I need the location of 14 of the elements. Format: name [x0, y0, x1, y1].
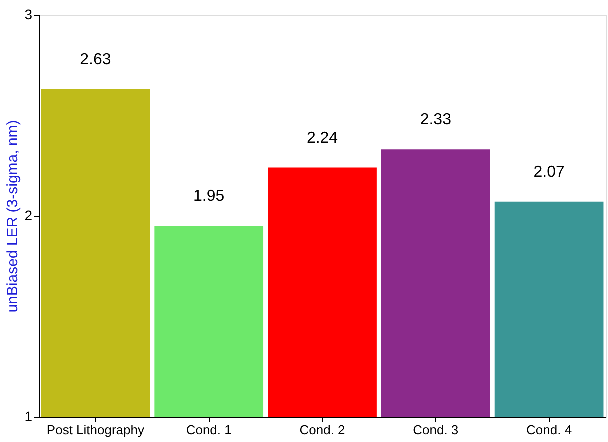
- y-axis-title: unBiased LER (3-sigma, nm): [4, 120, 22, 313]
- data-label: 1.95: [194, 188, 225, 206]
- y-tick-label: 1: [24, 408, 33, 424]
- y-tick-label: 2: [24, 208, 33, 224]
- x-tick-label: Post Lithography: [46, 422, 145, 438]
- x-tick-label: Cond. 3: [413, 422, 459, 438]
- x-tick-label: Cond. 2: [300, 422, 346, 438]
- data-label: 2.33: [420, 112, 452, 129]
- data-label: 2.07: [534, 164, 565, 181]
- data-label: 2.63: [80, 51, 112, 68]
- x-tick-label: Cond. 1: [186, 422, 232, 438]
- y-tick-label: 3: [24, 6, 33, 22]
- data-label: 2.24: [306, 130, 338, 147]
- x-tick-label: Cond. 4: [526, 422, 572, 438]
